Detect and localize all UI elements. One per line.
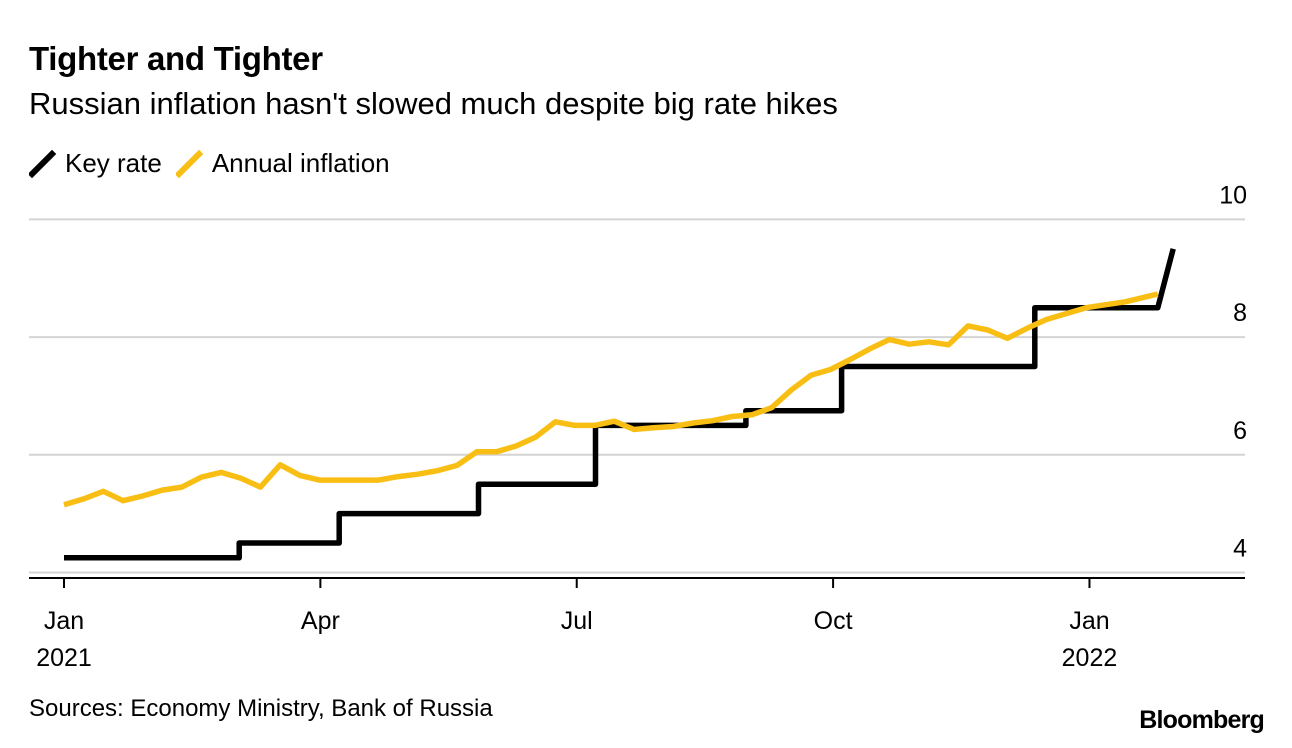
y-tick-label: 4 (1233, 534, 1247, 562)
legend-item-annual-inflation: Annual inflation (175, 148, 390, 179)
legend-label-annual-inflation: Annual inflation (211, 148, 390, 178)
chart-subtitle: Russian inflation hasn't slowed much des… (29, 86, 838, 121)
x-tick-label: Apr (301, 607, 340, 635)
y-tick-label: 8 (1233, 299, 1247, 327)
series-line-key-rate (64, 248, 1176, 561)
legend-label-key-rate: Key rate (65, 148, 162, 178)
source-note: Sources: Economy Ministry, Bank of Russi… (29, 695, 493, 722)
x-tick-label: Jul (561, 607, 593, 635)
x-tick-year-label: 2021 (36, 644, 92, 672)
x-axis: Jan 2021 Apr Jul Oct Jan 2022 (29, 577, 1245, 672)
series-line-annual-inflation (63, 291, 1159, 508)
legend-swatch-annual-inflation (175, 149, 204, 178)
x-tick-label: Jan (1069, 607, 1109, 635)
legend: Key rate Annual inflation (29, 148, 404, 179)
x-tick-label: Jan (44, 607, 84, 635)
chart-title: Tighter and Tighter (29, 40, 323, 77)
y-tick-label: 6 (1233, 417, 1247, 445)
legend-item-key-rate: Key rate (29, 148, 162, 179)
x-tick-year-label: 2022 (1062, 644, 1118, 672)
gridlines: 10 8 6 4 (29, 181, 1247, 574)
series-lines (63, 248, 1176, 561)
bloomberg-logo: Bloomberg (1139, 706, 1265, 734)
x-tick-label: Oct (814, 607, 853, 635)
legend-swatch-key-rate (29, 149, 57, 178)
y-tick-label: 10 (1219, 181, 1247, 209)
